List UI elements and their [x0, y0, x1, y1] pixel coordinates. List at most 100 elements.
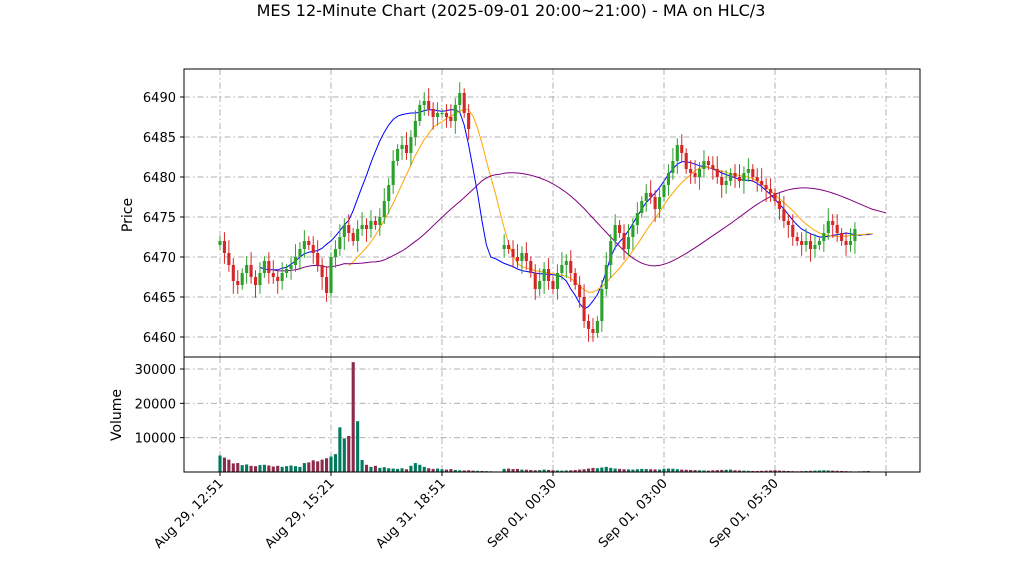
volume-bar — [404, 469, 409, 472]
price-y-tick-label: 6470 — [143, 251, 176, 266]
volume-bar — [658, 469, 662, 472]
volume-bar — [320, 459, 324, 472]
volume-bar — [458, 470, 462, 472]
volume-bar — [826, 470, 830, 472]
volume-bar — [769, 470, 773, 472]
candle-body — [835, 225, 839, 233]
candle-body — [782, 209, 786, 221]
volume-bar — [258, 465, 262, 472]
volume-bar — [742, 470, 746, 472]
volume-bar — [582, 469, 586, 472]
volume-bar — [271, 466, 275, 472]
candle-body — [693, 173, 697, 177]
volume-bar — [631, 469, 635, 472]
candle-body — [267, 261, 271, 273]
candle-body — [329, 257, 333, 293]
volume-bar — [773, 470, 777, 472]
candle-body — [742, 173, 746, 181]
volume-bar — [373, 465, 377, 472]
volume-bar — [218, 455, 222, 472]
volume-bar — [285, 466, 289, 472]
candle-body — [702, 161, 706, 169]
candle-body — [356, 229, 360, 241]
price-y-tick-label: 6480 — [143, 171, 176, 186]
price-panel-frame — [183, 68, 921, 358]
volume-bar — [507, 468, 511, 472]
candle-body — [777, 201, 781, 209]
candle-body — [524, 253, 528, 261]
candle-body — [360, 225, 364, 229]
candle-body — [418, 105, 422, 121]
candle-body — [653, 197, 657, 209]
volume-bar — [604, 466, 608, 472]
candle-body — [586, 321, 591, 329]
candle-body — [649, 193, 653, 197]
volume-bar — [436, 468, 440, 472]
candle-body — [227, 253, 231, 265]
candle-body — [822, 233, 826, 241]
volume-series — [218, 362, 870, 473]
candle-body — [462, 93, 466, 113]
volume-bar — [760, 470, 764, 472]
volume-bar — [666, 468, 670, 472]
volume-bar — [689, 469, 693, 472]
candle-body — [733, 173, 737, 177]
candle-body — [791, 225, 795, 237]
volume-bar — [413, 463, 417, 472]
volume-bar — [480, 470, 484, 472]
volume-bar — [356, 421, 360, 472]
volume-bar — [511, 469, 515, 472]
volume-bar — [600, 467, 604, 472]
candle-body — [320, 265, 324, 277]
candle-body — [240, 273, 244, 285]
candle-body — [271, 273, 275, 277]
price-y-tick-label: 6465 — [143, 291, 176, 306]
volume-bar — [733, 470, 737, 472]
candle-body — [391, 161, 395, 185]
volume-bar — [453, 469, 457, 472]
volume-bar — [573, 470, 577, 472]
volume-bar — [289, 465, 293, 472]
candle-body — [826, 221, 830, 233]
volume-bar — [547, 469, 551, 472]
candle-body — [764, 185, 768, 189]
volume-bar — [782, 470, 786, 472]
volume-bar — [618, 468, 622, 472]
candle-body — [618, 225, 622, 233]
volume-bar — [840, 470, 844, 472]
volume-bar — [222, 457, 226, 472]
x-tick-label: Aug 29, 12:51 — [151, 476, 227, 552]
candle-body — [564, 261, 568, 265]
volume-bar — [737, 470, 742, 472]
candle-body — [609, 241, 613, 265]
volume-bar — [449, 469, 453, 472]
volume-bar — [316, 461, 320, 472]
volume-bar — [777, 470, 781, 472]
volume-bar — [586, 468, 591, 472]
volume-bar — [755, 470, 759, 472]
volume-bar — [764, 470, 768, 472]
volume-bar — [378, 467, 382, 472]
volume-bar — [635, 469, 639, 472]
volume-y-tick-label: 30000 — [135, 363, 176, 378]
volume-bar — [253, 466, 258, 472]
volume-bar — [564, 470, 568, 472]
volume-bar — [551, 470, 555, 472]
time-x-axis: Aug 29, 12:51 Aug 29, 15:21 Aug 31, 18:51 S… — [151, 472, 887, 552]
candle-body — [840, 233, 844, 241]
candle-body — [737, 177, 742, 181]
volume-bar — [729, 469, 733, 472]
price-y-tick-label: 6485 — [143, 131, 176, 146]
candle-body — [400, 145, 404, 149]
candle-body — [578, 285, 582, 297]
chart-title: MES 12-Minute Chart (2025-09-01 20:00~21… — [257, 1, 766, 20]
candle-body — [351, 233, 355, 241]
volume-bar — [671, 468, 675, 472]
candle-body — [658, 197, 662, 209]
candle-body — [529, 261, 533, 273]
volume-bar — [831, 470, 835, 472]
volume-bar — [333, 454, 337, 472]
candle-body — [258, 273, 262, 285]
volume-bar — [329, 456, 333, 472]
